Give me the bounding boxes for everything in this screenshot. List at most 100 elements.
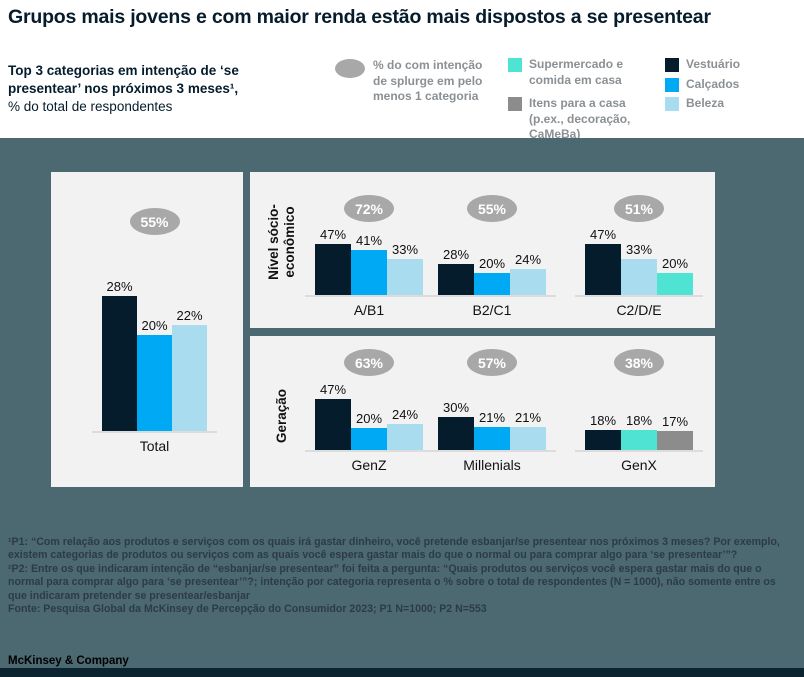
legend-item-supermercado: Supermercado e comida em casa [508, 57, 638, 88]
bar-column: 20% [657, 256, 693, 295]
legend-label-supermercado: Supermercado e comida em casa [529, 57, 624, 87]
bars-row: 28% 20% 22% [92, 279, 217, 433]
panel-socioeconomic: Nível sócio- econômico 72% 47% 41% 33% A/B1 5… [250, 172, 715, 328]
bar-beleza [387, 259, 423, 295]
bar-supermercado [657, 273, 693, 295]
bar-calcados [351, 428, 387, 450]
subtitle-bold: Top 3 categorias em intenção de ‘se pres… [8, 63, 239, 96]
bar-beleza [621, 259, 657, 295]
splurge-share-bubble: 72% [344, 195, 394, 222]
splurge-share-bubble: 38% [614, 349, 664, 376]
bar-column: 21% [510, 410, 546, 450]
vestuario-swatch-icon [665, 58, 679, 72]
splurge-share-value: 63% [354, 354, 384, 371]
bar-column: 18% [585, 413, 621, 450]
bar-value-label: 18% [625, 413, 653, 428]
bar-calcados [474, 273, 510, 295]
panel-total: 55% 28% 20% 22% Total [51, 172, 243, 487]
bar-column: 28% [102, 279, 137, 431]
legend-bubble-item: % do com intenção de splurge em pelo men… [335, 58, 495, 105]
bars-row: 47% 41% 33% [305, 227, 433, 297]
bars-row: 18% 18% 17% [575, 413, 703, 452]
bar-value-label: 24% [391, 407, 419, 422]
bar-value-label: 28% [442, 247, 470, 262]
legend-bubble-label: % do com intenção de splurge em pelo men… [373, 58, 483, 103]
bar-group-b2-c1: 55% 28% 20% 24% B2/C1 [428, 172, 556, 328]
bar-calcados [137, 335, 172, 431]
bar-vestuario [315, 399, 351, 450]
bar-value-label: 17% [661, 414, 689, 429]
bar-column: 28% [438, 247, 474, 295]
slide-footer-strip [0, 668, 804, 677]
splurge-share-bubble: 57% [467, 349, 517, 376]
bar-beleza [172, 325, 207, 431]
bar-calcados [474, 427, 510, 450]
bar-column: 30% [438, 400, 474, 450]
splurge-share-bubble: 51% [614, 195, 664, 222]
group-label: B2/C1 [472, 302, 512, 318]
bars-row: 30% 21% 21% [428, 400, 556, 452]
bar-itens_casa [657, 431, 693, 450]
splurge-share-value: 55% [477, 200, 507, 217]
bar-value-label: 18% [589, 413, 617, 428]
bar-value-label: 47% [589, 227, 617, 242]
bar-column: 20% [137, 318, 172, 431]
bar-value-label: 20% [661, 256, 689, 271]
bar-value-label: 24% [514, 252, 542, 267]
bar-column: 20% [474, 256, 510, 295]
bar-vestuario [102, 296, 137, 431]
chart-subtitle: Top 3 categorias em intenção de ‘se pres… [8, 62, 260, 116]
legend-label-itens_casa: Itens para a casa (p.ex., decoração, CaM… [529, 96, 631, 141]
splurge-share-bubble: 55% [129, 208, 180, 235]
bar-vestuario [585, 430, 621, 450]
bar-value-label: 47% [319, 382, 347, 397]
bar-group-a-b1: 72% 47% 41% 33% A/B1 [305, 172, 433, 328]
splurge-bubble-icon [335, 59, 365, 78]
bars-row: 28% 20% 24% [428, 247, 556, 297]
bar-group-millenials: 57% 30% 21% 21% Millenials [428, 336, 556, 487]
legend-label-calcados: Calçados [686, 76, 740, 91]
legend-item-itens_casa: Itens para a casa (p.ex., decoração, CaM… [508, 96, 638, 143]
group-label: Total [139, 438, 170, 454]
axis-label-generation: Geração [274, 388, 289, 444]
itens_casa-swatch-icon [508, 97, 522, 111]
legend-item-beleza: Beleza [665, 96, 797, 112]
bar-column: 47% [315, 227, 351, 295]
group-label: GenX [621, 457, 657, 473]
legend-column-1: Supermercado e comida em casa Itens para … [508, 57, 638, 143]
splurge-share-value: 55% [140, 213, 169, 230]
bar-value-label: 41% [355, 233, 383, 248]
bar-group-genz: 63% 47% 20% 24% GenZ [305, 336, 433, 487]
bar-group-c2-d-e: 51% 47% 33% 20% C2/D/E [575, 172, 703, 328]
axis-label-socioeconomic: Nível sócio- econômico [266, 204, 297, 280]
bar-value-label: 30% [442, 400, 470, 415]
bar-column: 33% [387, 242, 423, 295]
group-label: Millenials [463, 457, 521, 473]
bar-value-label: 22% [176, 308, 203, 323]
bar-value-label: 28% [106, 279, 133, 294]
legend-item-vestuario: Vestuário [665, 57, 797, 73]
bar-supermercado [621, 430, 657, 450]
bar-vestuario [585, 244, 621, 295]
legend-column-2: Vestuário Calçados Beleza [665, 57, 797, 112]
splurge-share-value: 57% [477, 354, 507, 371]
source-line: Fonte: Pesquisa Global da McKinsey de Pe… [8, 603, 487, 616]
beleza-swatch-icon [665, 97, 679, 111]
bars-row: 47% 20% 24% [305, 382, 433, 452]
bar-value-label: 20% [355, 411, 383, 426]
mckinsey-logo: McKinsey & Company [8, 655, 129, 667]
splurge-share-value: 72% [354, 200, 384, 217]
legend-label-vestuario: Vestuário [686, 57, 741, 71]
bar-vestuario [315, 244, 351, 295]
bar-group-genx: 38% 18% 18% 17% GenX [575, 336, 703, 487]
footnotes: ¹P1: “Com relação aos produtos e serviço… [8, 536, 796, 616]
bar-group-total: 55% 28% 20% 22% Total [92, 172, 217, 487]
bar-column: 17% [657, 414, 693, 450]
bar-value-label: 33% [625, 242, 653, 257]
page-title: Grupos mais jovens e com maior renda est… [8, 6, 711, 28]
bar-beleza [510, 427, 546, 450]
bar-value-label: 21% [478, 410, 506, 425]
supermercado-swatch-icon [508, 58, 522, 72]
bar-calcados [351, 250, 387, 295]
